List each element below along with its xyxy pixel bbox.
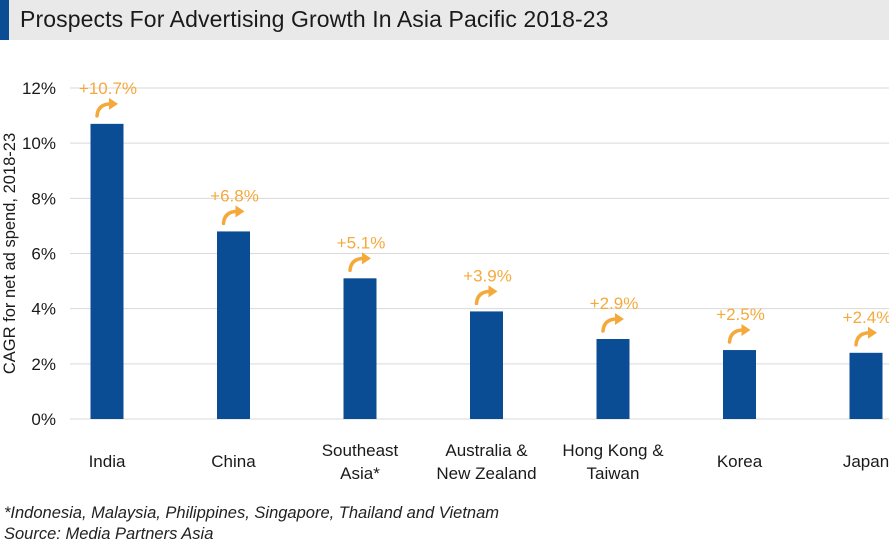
title-accent-bar <box>0 0 9 40</box>
bar-chart: 0% 2% 4% 6% 8% 10% 12% CAGR for net ad spend, 2… <box>1 79 889 483</box>
x-tick-label: Hong Kong & <box>562 441 664 460</box>
curved-up-arrow-icon <box>474 285 498 306</box>
y-tick-label: 12% <box>22 79 56 98</box>
x-tick-label: Australia & <box>445 441 528 460</box>
curved-up-arrow-icon <box>348 252 371 273</box>
data-label: +3.9% <box>463 266 512 285</box>
data-label: +2.9% <box>590 294 639 313</box>
y-tick-label: 4% <box>31 300 56 319</box>
y-tick-label: 0% <box>31 410 56 429</box>
x-tick-label: Korea <box>717 452 763 471</box>
bar <box>217 231 250 419</box>
data-label: +10.7% <box>79 79 137 98</box>
footnote-countries: *Indonesia, Malaysia, Philippines, Singa… <box>4 504 500 522</box>
y-tick-label: 6% <box>31 245 56 264</box>
curved-up-arrow-icon <box>727 324 751 344</box>
data-label: +6.8% <box>210 186 259 205</box>
x-tick-label: Southeast <box>322 441 399 460</box>
x-tick-label: India <box>89 452 126 471</box>
x-tick-label: Japan <box>843 452 889 471</box>
chart-title: Prospects For Advertising Growth In Asia… <box>20 6 609 32</box>
bar <box>723 350 756 419</box>
bar <box>90 123 124 419</box>
x-tick-label: China <box>211 452 256 471</box>
bar <box>470 311 503 419</box>
y-tick-label: 8% <box>31 189 56 208</box>
x-tick-label: Taiwan <box>587 464 640 483</box>
y-tick-label: 2% <box>31 355 56 374</box>
curved-up-arrow-icon <box>854 326 877 347</box>
x-tick-label: New Zealand <box>436 464 536 483</box>
curved-up-arrow-icon <box>221 205 245 226</box>
footnote-source: Source: Media Partners Asia <box>4 525 214 543</box>
data-label: +2.4% <box>843 308 889 327</box>
data-label: +5.1% <box>337 233 386 252</box>
bar <box>343 278 377 419</box>
curved-up-arrow-icon <box>95 97 118 118</box>
data-label: +2.5% <box>716 305 765 324</box>
curved-up-arrow-icon <box>601 313 624 333</box>
title-bar: Prospects For Advertising Growth In Asia… <box>0 0 889 40</box>
y-axis-label: CAGR for net ad spend, 2018-23 <box>1 133 19 374</box>
y-tick-label: 10% <box>22 134 56 153</box>
x-tick-label: Asia* <box>340 464 380 483</box>
bar <box>596 339 630 419</box>
bar <box>849 352 883 419</box>
